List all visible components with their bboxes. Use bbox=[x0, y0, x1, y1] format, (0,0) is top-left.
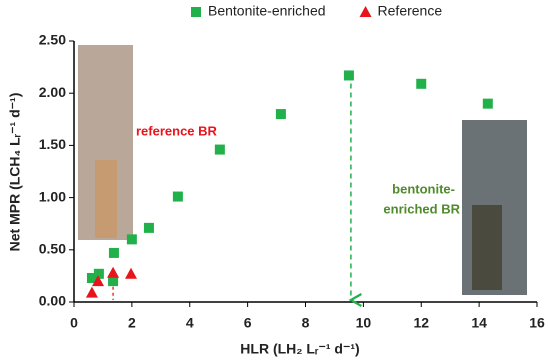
y-tick-label: 2.50 bbox=[39, 32, 66, 48]
point bbox=[108, 276, 119, 287]
x-tick-label: 0 bbox=[70, 315, 78, 331]
point bbox=[125, 267, 138, 279]
point bbox=[86, 272, 97, 283]
point bbox=[107, 266, 120, 278]
y-tick-label: 1.00 bbox=[39, 188, 66, 204]
x-tick-label: 14 bbox=[471, 315, 487, 331]
point bbox=[343, 70, 354, 81]
point bbox=[191, 7, 201, 17]
point bbox=[108, 247, 119, 258]
x-tick-label: 8 bbox=[302, 315, 310, 331]
y-tick-label: 0.50 bbox=[39, 241, 66, 257]
annotation: enriched BR bbox=[383, 201, 460, 216]
point bbox=[126, 234, 137, 245]
point bbox=[92, 275, 105, 287]
x-axis-label: HLR (LH₂ Lᵣ⁻¹ d⁻¹) bbox=[240, 341, 359, 357]
x-tick-label: 10 bbox=[356, 315, 372, 331]
y-axis-label: Net MPR (LCH₄ Lᵣ⁻¹ d⁻¹) bbox=[7, 93, 23, 252]
legend-label: Reference bbox=[378, 3, 443, 19]
x-tick-label: 4 bbox=[186, 315, 194, 331]
y-tick-label: 1.50 bbox=[39, 136, 66, 152]
annotation: bentonite- bbox=[392, 181, 455, 196]
photo-detail bbox=[95, 160, 117, 238]
x-tick-label: 6 bbox=[244, 315, 252, 331]
point bbox=[416, 78, 427, 89]
point bbox=[172, 191, 183, 202]
photo-detail bbox=[472, 205, 502, 290]
x-tick-label: 12 bbox=[413, 315, 429, 331]
x-tick-label: 2 bbox=[128, 315, 136, 331]
point bbox=[214, 144, 225, 155]
point bbox=[482, 98, 493, 109]
point bbox=[275, 109, 286, 120]
point bbox=[359, 6, 372, 17]
point bbox=[143, 222, 154, 233]
x-tick-label: 16 bbox=[529, 315, 545, 331]
point bbox=[85, 286, 98, 298]
annotation: reference BR bbox=[136, 123, 218, 138]
point bbox=[93, 268, 104, 279]
y-tick-label: 0.00 bbox=[39, 293, 66, 309]
y-tick-label: 2.00 bbox=[39, 84, 66, 100]
legend-label: Bentonite-enriched bbox=[208, 3, 326, 19]
